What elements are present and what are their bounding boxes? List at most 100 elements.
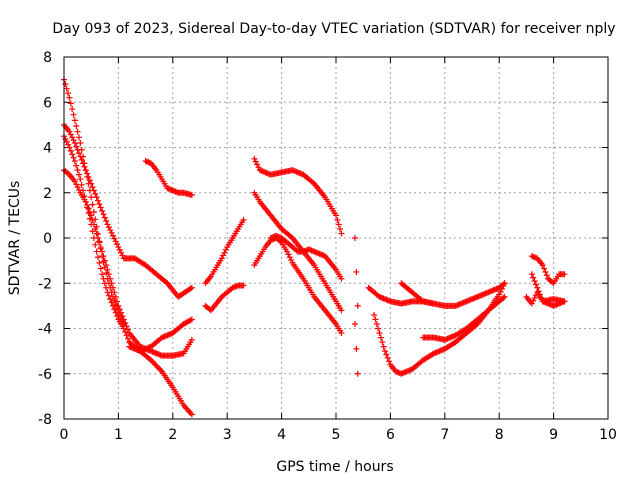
data-point — [284, 248, 291, 255]
data-point — [70, 154, 77, 161]
data-point — [92, 190, 99, 197]
data-point — [92, 241, 99, 248]
data-point — [88, 194, 95, 201]
data-point — [115, 244, 122, 251]
data-point — [114, 241, 121, 248]
series-trace-d — [61, 121, 195, 300]
data-point — [112, 293, 119, 300]
data-point — [74, 167, 81, 174]
x-tick-label: 6 — [386, 427, 395, 443]
data-point — [534, 284, 541, 291]
series-trace-h — [202, 282, 247, 314]
series-trace-u — [528, 271, 568, 309]
data-point — [70, 137, 77, 144]
data-point — [66, 144, 73, 151]
data-point — [116, 306, 123, 313]
data-point — [96, 201, 103, 208]
data-point — [103, 270, 110, 277]
data-point — [254, 161, 261, 168]
data-point — [115, 302, 122, 309]
data-point — [93, 230, 100, 237]
data-point — [386, 358, 393, 365]
data-point — [85, 173, 92, 180]
x-tick-label: 3 — [223, 427, 232, 443]
data-point — [107, 296, 114, 303]
y-tick-label: -2 — [38, 276, 52, 292]
data-point — [124, 335, 131, 342]
data-point — [84, 170, 91, 177]
data-point — [99, 248, 106, 255]
data-point — [71, 158, 78, 165]
data-point — [354, 302, 361, 309]
data-point — [114, 313, 121, 320]
data-point — [82, 198, 89, 205]
data-point — [111, 289, 118, 296]
series-trace-g — [202, 216, 247, 287]
series-trace-n — [352, 320, 361, 377]
data-point — [93, 248, 100, 255]
data-point — [92, 225, 99, 232]
series-trace-e — [126, 316, 195, 355]
data-point — [88, 180, 95, 187]
data-point — [78, 156, 85, 163]
data-point — [107, 275, 114, 282]
data-point — [103, 284, 110, 291]
data-point — [379, 339, 386, 346]
data-point — [353, 268, 360, 275]
data-point — [65, 170, 72, 177]
data-point — [535, 288, 542, 295]
data-point — [101, 257, 108, 264]
chart-title: Day 093 of 2023, Sidereal Day-to-day VTE… — [52, 21, 615, 37]
y-tick-label: 0 — [43, 231, 52, 247]
data-point — [105, 292, 112, 299]
data-point — [89, 201, 96, 208]
data-point — [119, 252, 126, 259]
plot-frame — [63, 56, 609, 420]
data-point — [77, 176, 84, 183]
data-point — [501, 280, 508, 287]
data-point — [89, 184, 96, 191]
y-tick-label: 6 — [43, 95, 52, 111]
data-point — [88, 212, 95, 219]
data-point — [501, 293, 508, 300]
data-point — [188, 284, 195, 291]
data-point — [109, 232, 116, 239]
data-point — [108, 280, 115, 287]
y-tick-label: 4 — [43, 141, 52, 157]
y-tick-label: -6 — [38, 367, 52, 383]
data-point — [153, 362, 160, 369]
x-tick-label: 7 — [440, 427, 449, 443]
data-point — [70, 111, 77, 118]
data-point — [537, 291, 543, 298]
series-trace-t — [528, 253, 568, 287]
data-point — [100, 258, 107, 265]
data-point — [114, 298, 121, 305]
data-point — [119, 313, 126, 320]
data-point — [376, 330, 383, 337]
data-point — [120, 316, 127, 323]
data-point — [561, 298, 568, 305]
data-point — [107, 227, 114, 234]
data-point — [99, 207, 106, 214]
data-point — [105, 224, 112, 231]
y-tick-label: -8 — [38, 412, 52, 428]
data-point — [338, 275, 345, 282]
data-point — [496, 291, 503, 298]
data-point — [73, 162, 80, 169]
data-point — [528, 300, 535, 307]
data-point — [497, 288, 504, 295]
data-point — [156, 365, 163, 372]
y-tick-label: 2 — [43, 186, 52, 202]
data-point — [531, 277, 538, 284]
x-tick-label: 0 — [60, 427, 69, 443]
x-tick-label: 8 — [495, 427, 504, 443]
data-point — [542, 268, 549, 275]
data-point — [96, 259, 103, 266]
data-point — [108, 299, 115, 306]
y-tick-label: 8 — [43, 50, 52, 66]
data-point — [338, 230, 345, 237]
data-point — [69, 151, 76, 158]
data-point — [108, 229, 115, 236]
data-point — [372, 316, 379, 323]
data-point — [333, 212, 339, 219]
